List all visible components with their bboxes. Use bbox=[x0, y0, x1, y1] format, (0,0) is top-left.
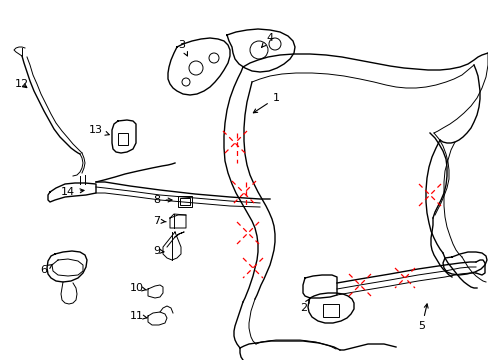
Text: 14: 14 bbox=[61, 187, 84, 197]
Text: 1: 1 bbox=[253, 93, 279, 113]
Text: 8: 8 bbox=[153, 195, 172, 205]
Text: 9: 9 bbox=[153, 246, 163, 256]
Bar bbox=[323, 304, 338, 317]
Bar bbox=[118, 133, 128, 145]
Text: 7: 7 bbox=[153, 216, 166, 226]
Text: 11: 11 bbox=[130, 311, 147, 321]
Text: 6: 6 bbox=[41, 264, 53, 275]
Text: 13: 13 bbox=[89, 125, 109, 135]
Text: 2: 2 bbox=[300, 299, 309, 313]
Text: 3: 3 bbox=[178, 40, 187, 56]
Text: 4: 4 bbox=[261, 33, 273, 47]
Text: 10: 10 bbox=[130, 283, 146, 293]
Text: 5: 5 bbox=[418, 304, 427, 331]
Text: 12: 12 bbox=[15, 79, 29, 89]
Bar bbox=[180, 198, 190, 205]
Bar bbox=[178, 196, 192, 207]
